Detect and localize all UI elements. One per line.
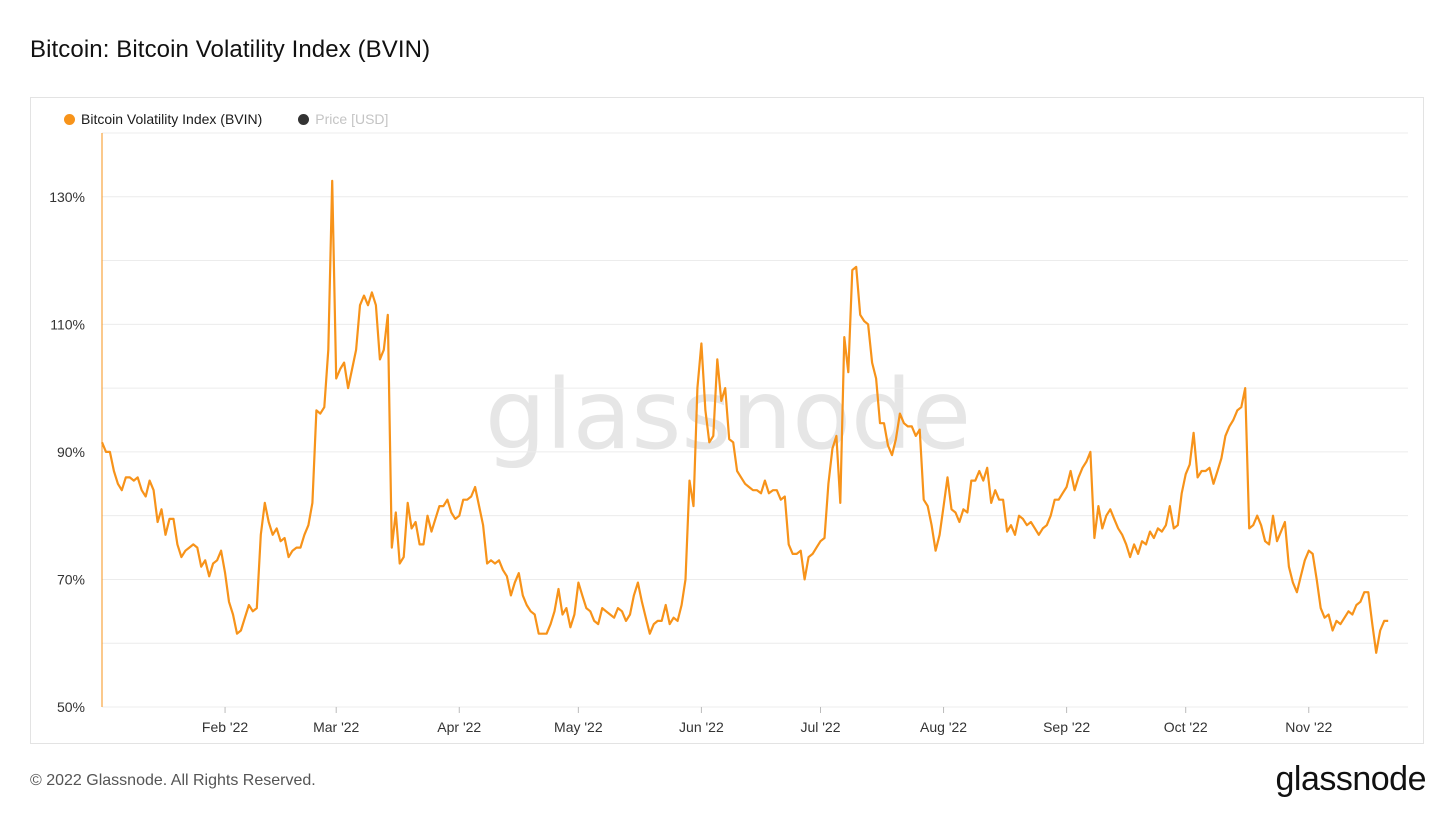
- legend-label-bvin: Bitcoin Volatility Index (BVIN): [81, 111, 263, 127]
- y-axis: 50% 70% 90% 110% 130%: [49, 189, 85, 715]
- x-tick-label: Sep '22: [1043, 719, 1090, 735]
- legend-item-price[interactable]: Price [USD]: [298, 111, 388, 127]
- x-tick-label: May '22: [554, 719, 603, 735]
- x-axis: Feb '22 Mar '22 Apr '22 May '22 Jun '22 Jul '…: [202, 707, 1332, 735]
- series-group: [100, 179, 1389, 654]
- x-tick-label: Jul '22: [800, 719, 840, 735]
- copyright-footer: © 2022 Glassnode. All Rights Reserved.: [30, 772, 316, 789]
- glassnode-logo[interactable]: glassnode: [1275, 760, 1426, 798]
- series-line-bvin: [100, 179, 1389, 654]
- chart-panel: [30, 97, 1424, 744]
- y-tick-label: 90%: [57, 444, 85, 460]
- legend-label-price: Price [USD]: [315, 111, 389, 127]
- gridlines: [102, 132, 1408, 708]
- x-tick-label: Apr '22: [437, 719, 481, 735]
- x-tick-label: Oct '22: [1164, 719, 1208, 735]
- x-tick-label: Aug '22: [920, 719, 967, 735]
- legend-item-bvin[interactable]: Bitcoin Volatility Index (BVIN): [64, 111, 262, 127]
- x-tick-label: Nov '22: [1285, 719, 1332, 735]
- y-tick-label: 130%: [49, 189, 85, 205]
- legend-dot-icon: [298, 113, 310, 125]
- legend: Bitcoin Volatility Index (BVIN) Price [U…: [64, 111, 424, 127]
- y-tick-label: 70%: [57, 571, 85, 587]
- y-tick-label: 110%: [50, 316, 85, 332]
- y-tick-label: 50%: [57, 699, 85, 715]
- page-title: Bitcoin: Bitcoin Volatility Index (BVIN): [30, 36, 431, 63]
- x-tick-label: Jun '22: [679, 719, 724, 735]
- x-tick-label: Feb '22: [202, 719, 248, 735]
- x-tick-label: Mar '22: [313, 719, 359, 735]
- legend-dot-icon: [64, 113, 75, 125]
